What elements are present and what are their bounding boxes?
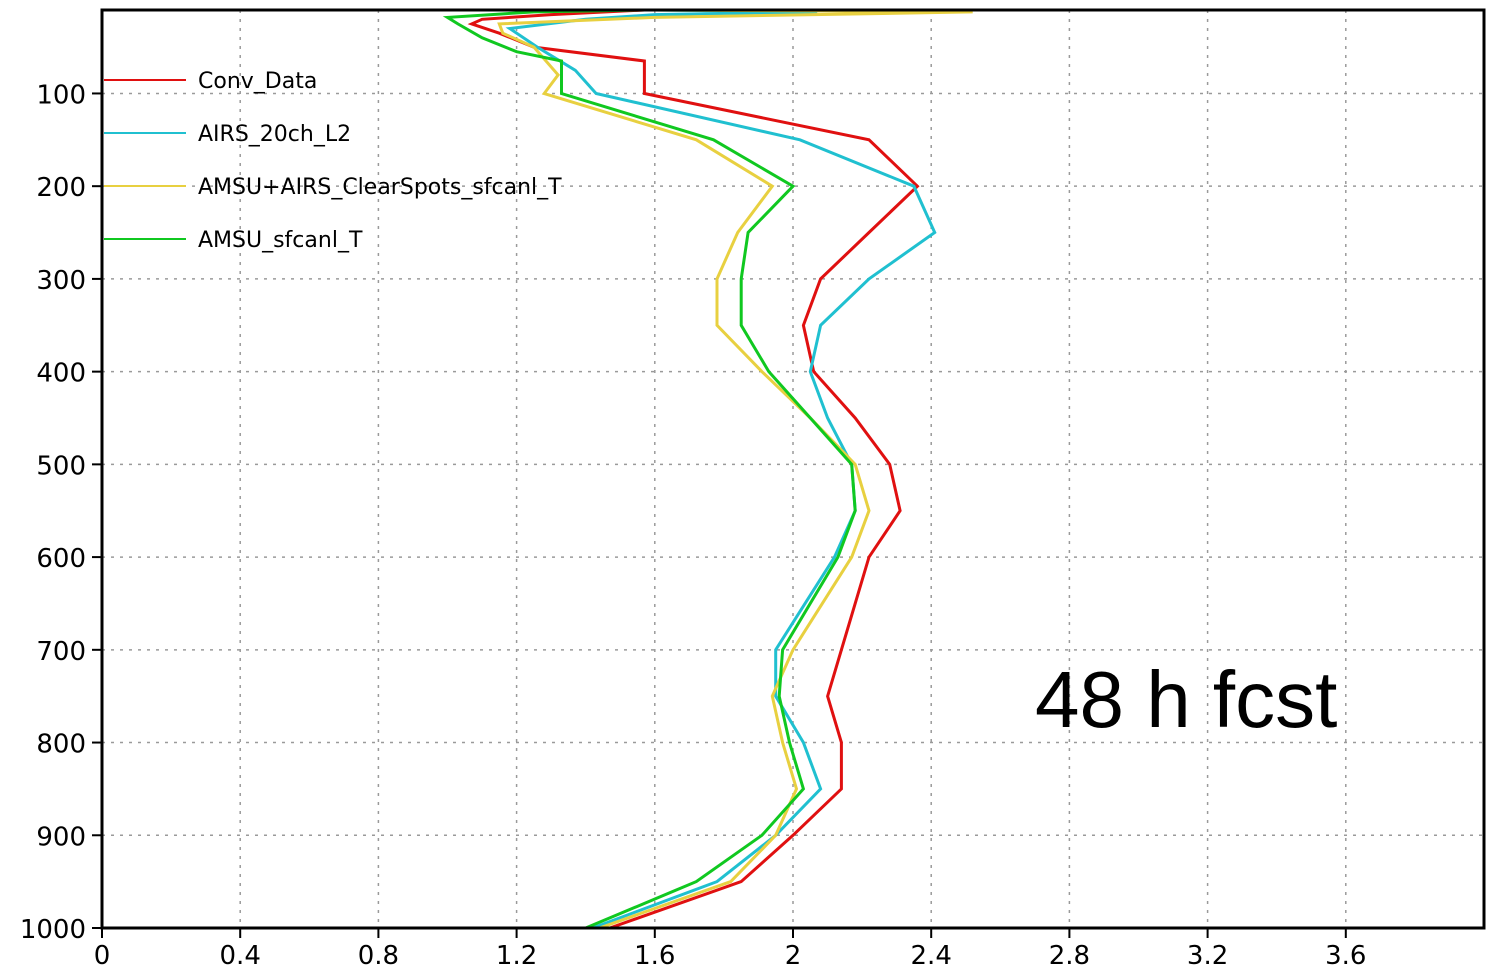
x-tick-label: 3.6 <box>1325 941 1366 970</box>
legend-label: AIRS_20ch_L2 <box>198 122 351 147</box>
series-layer <box>442 8 973 930</box>
x-tick-label: 2.4 <box>911 941 952 970</box>
x-tick-label: 0 <box>94 941 111 970</box>
y-tick-label: 900 <box>36 822 86 852</box>
series-line-4 <box>442 8 857 930</box>
x-tick-label: 1.2 <box>496 941 537 970</box>
legend-label: AMSU+AIRS_ClearSpots_sfcanl_T <box>198 175 562 200</box>
y-tick-label: 100 <box>36 80 86 110</box>
series-line-3 <box>497 8 973 930</box>
y-tick-label: 700 <box>36 637 86 667</box>
y-tick-label: 600 <box>36 544 86 574</box>
y-tick-label: 1000 <box>20 915 86 945</box>
y-tick-label: 400 <box>36 359 86 389</box>
grid <box>102 10 1484 928</box>
x-tick-label: 2.8 <box>1049 941 1090 970</box>
y-tick-label: 800 <box>36 730 86 760</box>
y-tick-label: 200 <box>36 173 86 203</box>
x-tick-label: 1.6 <box>634 941 675 970</box>
x-tick-label: 3.2 <box>1187 941 1228 970</box>
y-tick-label: 500 <box>36 451 86 481</box>
legend-label: AMSU_sfcanl_T <box>198 228 363 253</box>
x-tick-label: 2 <box>785 941 802 970</box>
forecast-annotation: 48 h fcst <box>1035 655 1337 744</box>
series-line-1 <box>467 8 920 930</box>
y-tick-label: 300 <box>36 266 86 296</box>
y-axis: 100 200 300 400 500 600 700 800 900 1000 <box>20 80 102 945</box>
legend-label: Conv_Data <box>198 69 317 94</box>
x-tick-label: 0.8 <box>358 941 399 970</box>
legend: Conv_Data AIRS_20ch_L2 AMSU+AIRS_ClearSpot… <box>104 69 562 253</box>
series-line-2 <box>505 8 937 930</box>
x-tick-label: 0.4 <box>220 941 261 970</box>
x-axis: 0 0.4 0.8 1.2 1.6 2 2.4 2.8 3.2 3.6 <box>94 928 1366 970</box>
